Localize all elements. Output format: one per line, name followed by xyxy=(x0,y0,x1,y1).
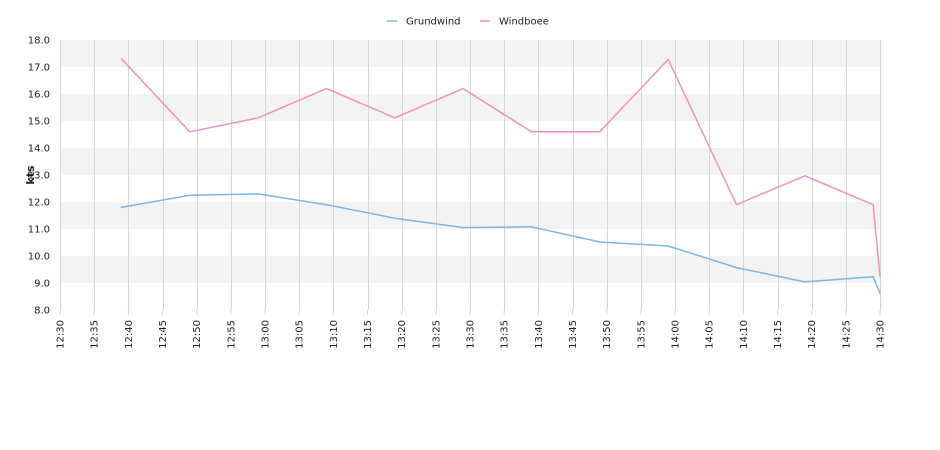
x-tick-label: 13:20 xyxy=(397,320,408,349)
x-tick-label: 12:35 xyxy=(90,320,101,349)
x-tick-label: 13:10 xyxy=(329,320,340,349)
legend-label: Grundwind xyxy=(406,17,461,28)
x-tick-label: 13:40 xyxy=(534,320,545,349)
legend[interactable]: Grundwind Windboee xyxy=(387,17,549,28)
x-tick-label: 13:45 xyxy=(568,320,579,349)
x-tick-label: 14:20 xyxy=(807,320,818,349)
y-tick-label: 10.0 xyxy=(28,252,50,263)
x-tick-label: 14:00 xyxy=(671,320,682,349)
series-line-grundwind[interactable] xyxy=(120,193,881,295)
y-tick-label: 15.0 xyxy=(28,117,50,128)
legend-label: Windboee xyxy=(499,17,549,28)
x-tick-label: 13:00 xyxy=(261,320,272,349)
y-tick-label: 9.0 xyxy=(34,279,50,290)
x-tick-label: 14:10 xyxy=(739,320,750,349)
x-tick-label: 14:15 xyxy=(773,320,784,349)
y-tick-label: 11.0 xyxy=(28,225,50,236)
y-axis-ticks: 8.0 9.0 10.0 11.0 12.0 13.0 14.0 15.0 16.0 17.0 18… xyxy=(28,36,50,317)
series-line-windboee[interactable] xyxy=(120,58,881,278)
x-tick-label: 12:30 xyxy=(56,320,67,349)
x-tick-label: 12:40 xyxy=(124,320,135,349)
x-tick-label: 13:25 xyxy=(431,320,442,349)
x-tick-label: 12:50 xyxy=(192,320,203,349)
legend-item-grundwind[interactable]: Grundwind xyxy=(387,17,461,28)
y-tick-label: 17.0 xyxy=(28,63,50,74)
legend-item-windboee[interactable]: Windboee xyxy=(480,17,549,28)
x-tick-label: 13:55 xyxy=(636,320,647,349)
x-tick-label: 13:05 xyxy=(295,320,306,349)
x-tick-label: 13:15 xyxy=(363,320,374,349)
x-tick-label: 13:30 xyxy=(466,320,477,349)
series-layer xyxy=(120,58,881,295)
y-tick-label: 12.0 xyxy=(28,198,50,209)
x-tick-label: 13:35 xyxy=(500,320,511,349)
y-axis-title: kts xyxy=(24,165,37,185)
x-tick-label: 12:55 xyxy=(226,320,237,349)
x-axis-ticks: 12:30 12:35 12:40 12:45 12:50 12:55 13:00 13:05… xyxy=(56,310,887,349)
y-tick-label: 16.0 xyxy=(28,90,50,101)
x-tick-label: 13:50 xyxy=(602,320,613,349)
vertical-gridlines xyxy=(60,40,881,310)
y-tick-label: 8.0 xyxy=(34,306,50,317)
x-tick-label: 14:05 xyxy=(705,320,716,349)
y-tick-label: 13.0 xyxy=(28,171,50,182)
y-tick-label: 18.0 xyxy=(28,36,50,47)
x-tick-label: 14:25 xyxy=(841,320,852,349)
x-tick-label: 14:30 xyxy=(876,320,887,349)
y-tick-label: 14.0 xyxy=(28,144,50,155)
x-tick-label: 12:45 xyxy=(158,320,169,349)
